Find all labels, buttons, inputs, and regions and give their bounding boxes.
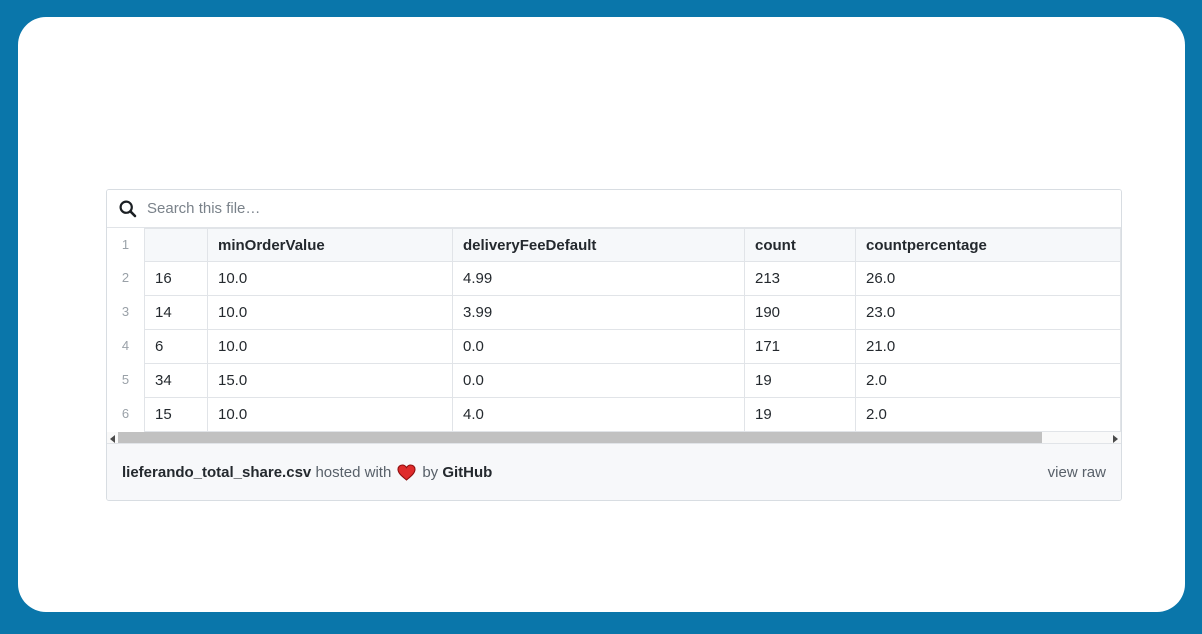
table-row: 6 10.0 0.0 171 21.0: [144, 329, 1121, 364]
scrollbar-right-arrow[interactable]: [1110, 432, 1121, 446]
table-cell: 171: [744, 329, 856, 364]
table-cell: 16: [144, 261, 208, 296]
heart-icon: [397, 463, 416, 481]
table-cell: 10.0: [207, 261, 453, 296]
table-cell: 3.99: [452, 295, 745, 330]
table-cell: 19: [744, 397, 856, 432]
scrollbar-left-arrow[interactable]: [107, 432, 118, 446]
table-row: 15 10.0 4.0 19 2.0: [144, 397, 1121, 432]
column-header: minOrderValue: [207, 228, 453, 262]
table-cell: 10.0: [207, 397, 453, 432]
table-row: 14 10.0 3.99 190 23.0: [144, 295, 1121, 330]
left-arrow-icon: [110, 435, 115, 443]
csv-table: minOrderValue deliveryFeeDefault count c…: [144, 228, 1121, 432]
horizontal-scrollbar[interactable]: [107, 432, 1121, 446]
line-number: 3: [121, 304, 130, 319]
line-number: 2: [121, 270, 130, 285]
table-cell: 190: [744, 295, 856, 330]
column-header: [144, 228, 208, 262]
by-text: by: [422, 463, 439, 481]
header-row: minOrderValue deliveryFeeDefault count c…: [144, 228, 1121, 262]
search-icon: [118, 199, 138, 219]
table-cell: 15.0: [207, 363, 453, 398]
column-header: countpercentage: [855, 228, 1121, 262]
table-cell: 14: [144, 295, 208, 330]
table-row: 34 15.0 0.0 19 2.0: [144, 363, 1121, 398]
line-number: 4: [121, 338, 130, 353]
right-arrow-icon: [1113, 435, 1118, 443]
file-footer: lieferando_total_share.csv hosted with b…: [107, 443, 1121, 500]
table-cell: 4.0: [452, 397, 745, 432]
table-cell: 10.0: [207, 329, 453, 364]
github-link[interactable]: GitHub: [442, 463, 493, 481]
hosted-with-text: hosted with: [315, 463, 392, 481]
table-cell: 213: [744, 261, 856, 296]
table-cell: 21.0: [855, 329, 1121, 364]
scrollbar-thumb[interactable]: [118, 432, 1042, 446]
table-cell: 6: [144, 329, 208, 364]
table-cell: 26.0: [855, 261, 1121, 296]
table-row: 16 10.0 4.99 213 26.0: [144, 261, 1121, 296]
file-search-bar: [107, 190, 1121, 228]
view-raw-link[interactable]: view raw: [1047, 463, 1106, 481]
column-header: count: [744, 228, 856, 262]
table-cell: 10.0: [207, 295, 453, 330]
table-cell: 2.0: [855, 363, 1121, 398]
table-cell: 15: [144, 397, 208, 432]
search-input[interactable]: [147, 200, 1110, 217]
table-cell: 34: [144, 363, 208, 398]
table-cell: 23.0: [855, 295, 1121, 330]
table-cell: 4.99: [452, 261, 745, 296]
line-number: 6: [121, 406, 130, 421]
line-number: 1: [121, 237, 130, 252]
csv-table-area: 1 2 3 4 5 6 minOrderValue deliveryFeeDef…: [107, 228, 1121, 432]
line-number: 5: [121, 372, 130, 387]
column-header: deliveryFeeDefault: [452, 228, 745, 262]
table-cell: 0.0: [452, 329, 745, 364]
content-card: 1 2 3 4 5 6 minOrderValue deliveryFeeDef…: [18, 17, 1185, 612]
table-cell: 19: [744, 363, 856, 398]
line-number-gutter: 1 2 3 4 5 6: [107, 228, 144, 432]
table-cell: 0.0: [452, 363, 745, 398]
csv-file-viewer: 1 2 3 4 5 6 minOrderValue deliveryFeeDef…: [106, 189, 1122, 501]
table-cell: 2.0: [855, 397, 1121, 432]
file-link[interactable]: lieferando_total_share.csv: [122, 463, 312, 481]
